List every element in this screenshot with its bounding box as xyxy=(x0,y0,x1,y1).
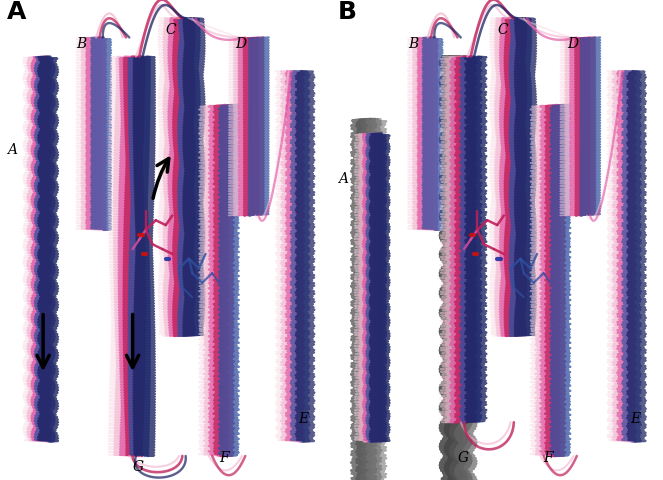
Text: D: D xyxy=(235,37,247,51)
Text: F: F xyxy=(544,450,554,464)
Text: E: E xyxy=(298,411,308,425)
Text: A: A xyxy=(7,143,17,156)
Text: G: G xyxy=(457,450,469,464)
Text: E: E xyxy=(630,411,640,425)
Text: A: A xyxy=(338,171,348,185)
Text: B: B xyxy=(338,0,357,24)
Text: C: C xyxy=(497,23,508,36)
Text: F: F xyxy=(219,450,229,464)
Text: G: G xyxy=(133,459,144,473)
Text: D: D xyxy=(567,37,578,51)
Text: A: A xyxy=(7,0,26,24)
Text: B: B xyxy=(76,37,86,51)
Text: B: B xyxy=(408,37,418,51)
Text: C: C xyxy=(166,23,176,36)
